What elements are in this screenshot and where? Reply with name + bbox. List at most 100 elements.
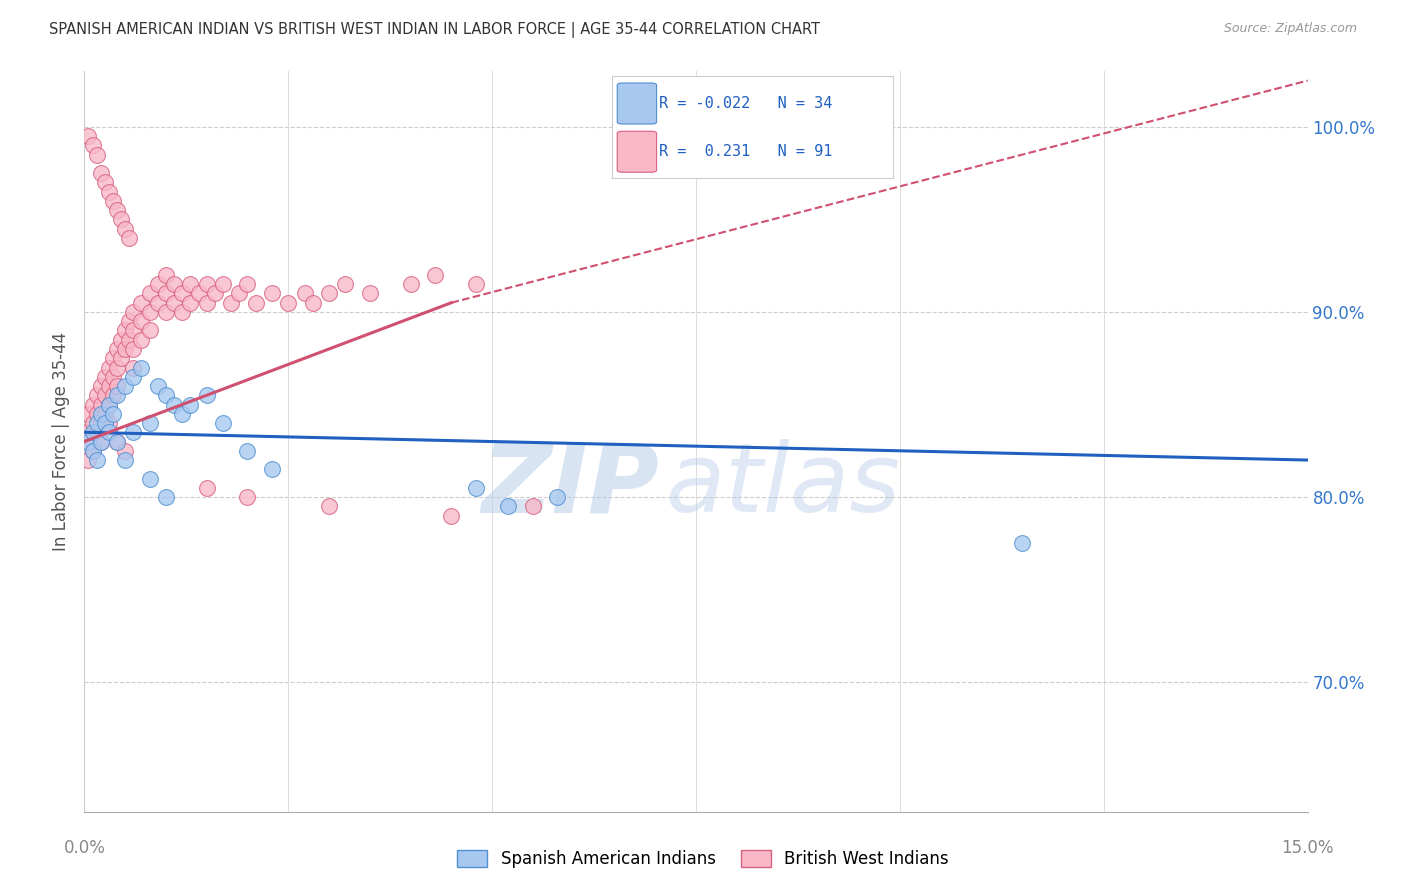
Point	[245, 295, 267, 310]
Text: R =  0.231   N = 91: R = 0.231 N = 91	[659, 145, 832, 160]
Point	[546, 490, 568, 504]
Point	[122, 305, 145, 319]
Point	[172, 305, 194, 319]
Point	[118, 333, 141, 347]
Point	[155, 268, 177, 282]
Point	[277, 295, 299, 310]
Point	[86, 147, 108, 161]
Point	[114, 342, 136, 356]
Point	[399, 277, 422, 292]
Point	[110, 212, 132, 227]
Point	[110, 333, 132, 347]
Y-axis label: In Labor Force | Age 35-44: In Labor Force | Age 35-44	[52, 332, 70, 551]
Point	[105, 203, 128, 218]
Point	[195, 388, 218, 402]
Point	[105, 388, 128, 402]
Point	[1011, 536, 1033, 550]
Point	[187, 286, 209, 301]
Point	[498, 500, 520, 514]
Point	[101, 407, 124, 421]
Point	[138, 305, 160, 319]
Point	[93, 388, 115, 402]
Point	[228, 286, 250, 301]
Point	[101, 369, 124, 384]
Point	[86, 453, 108, 467]
Point	[522, 500, 544, 514]
Point	[82, 398, 104, 412]
Point	[93, 369, 115, 384]
Point	[146, 277, 169, 292]
Point	[77, 425, 100, 440]
Point	[101, 194, 124, 208]
Point	[86, 425, 108, 440]
Point	[122, 425, 145, 440]
Point	[179, 398, 201, 412]
Point	[97, 398, 120, 412]
Text: R = -0.022   N = 34: R = -0.022 N = 34	[659, 96, 832, 111]
Point	[77, 129, 100, 144]
Point	[423, 268, 446, 282]
Point	[97, 398, 120, 412]
Point	[77, 453, 100, 467]
Point	[146, 295, 169, 310]
Point	[105, 434, 128, 449]
Point	[93, 416, 115, 430]
Point	[105, 360, 128, 375]
Point	[212, 277, 235, 292]
Point	[118, 314, 141, 328]
Point	[131, 314, 153, 328]
Point	[77, 434, 100, 449]
FancyBboxPatch shape	[617, 83, 657, 124]
Point	[138, 472, 160, 486]
Point	[114, 453, 136, 467]
Point	[82, 443, 104, 458]
Point	[155, 388, 177, 402]
Point	[86, 388, 108, 402]
Point	[97, 425, 120, 440]
Point	[131, 360, 153, 375]
Text: atlas: atlas	[665, 440, 900, 533]
Point	[236, 443, 259, 458]
Point	[90, 398, 112, 412]
Point	[122, 342, 145, 356]
Point	[118, 231, 141, 245]
Point	[318, 500, 340, 514]
Point	[195, 295, 218, 310]
Point	[101, 388, 124, 402]
Text: 15.0%: 15.0%	[1281, 839, 1334, 857]
Point	[138, 324, 160, 338]
Point	[114, 379, 136, 393]
Point	[335, 277, 357, 292]
Point	[122, 360, 145, 375]
Point	[138, 286, 160, 301]
Point	[195, 481, 218, 495]
Point	[146, 379, 169, 393]
Point	[301, 295, 323, 310]
Point	[114, 443, 136, 458]
Point	[236, 490, 259, 504]
Point	[204, 286, 226, 301]
Point	[260, 286, 283, 301]
Point	[179, 295, 201, 310]
Point	[90, 379, 112, 393]
Point	[82, 416, 104, 430]
Point	[82, 138, 104, 153]
Point	[97, 416, 120, 430]
Point	[359, 286, 381, 301]
Point	[260, 462, 283, 476]
Text: ZIP: ZIP	[481, 440, 659, 533]
Point	[172, 286, 194, 301]
Point	[82, 434, 104, 449]
Text: 0.0%: 0.0%	[63, 839, 105, 857]
Point	[90, 434, 112, 449]
Point	[114, 324, 136, 338]
Point	[131, 333, 153, 347]
Point	[105, 379, 128, 393]
Point	[464, 481, 486, 495]
Point	[110, 351, 132, 366]
Point	[155, 305, 177, 319]
Point	[97, 185, 120, 199]
Point	[90, 434, 112, 449]
Point	[163, 295, 186, 310]
Point	[82, 425, 104, 440]
